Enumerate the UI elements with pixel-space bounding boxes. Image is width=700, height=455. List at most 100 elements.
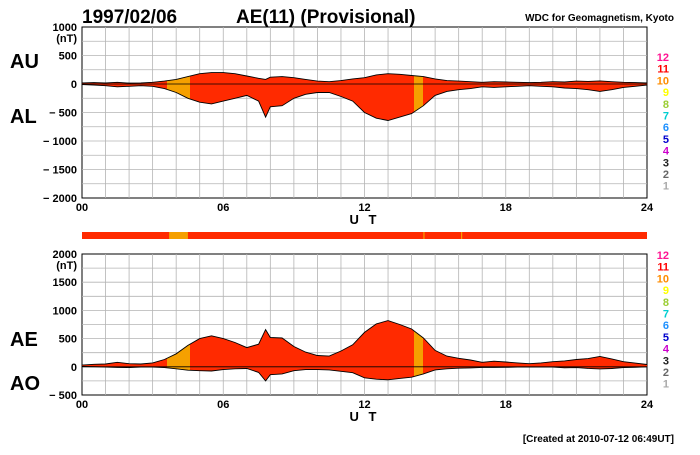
- area-strip: [245, 75, 247, 96]
- area-strip: [221, 338, 223, 370]
- area-strip: [421, 76, 423, 107]
- area-strip: [205, 73, 207, 104]
- area-strip: [201, 73, 203, 103]
- area-strip: [490, 81, 492, 88]
- area-strip: [369, 328, 371, 379]
- area-strip: [260, 78, 262, 106]
- area-strip: [195, 74, 197, 101]
- area-strip: [347, 347, 349, 373]
- area-strip: [624, 82, 626, 88]
- area-strip: [477, 82, 479, 88]
- area-strip: [440, 79, 442, 94]
- area-strip: [559, 81, 561, 88]
- area-strip: [175, 354, 177, 369]
- area-strip: [156, 361, 158, 368]
- area-strip: [172, 355, 174, 369]
- area-strip: [526, 363, 528, 367]
- area-strip: [111, 82, 113, 87]
- area-strip: [619, 360, 621, 368]
- area-strip: [201, 338, 203, 371]
- x-tick-label: 00: [76, 399, 88, 411]
- area-strip: [439, 79, 441, 94]
- area-strip: [407, 327, 409, 378]
- area-strip: [582, 81, 584, 90]
- area-strip: [134, 363, 136, 368]
- area-strip: [505, 361, 507, 368]
- area-strip: [254, 77, 256, 100]
- area-strip: [199, 73, 201, 103]
- area-strip: [107, 363, 109, 368]
- area-strip: [379, 323, 381, 380]
- y-tick-label: − 500: [49, 108, 77, 120]
- area-strip: [595, 357, 597, 369]
- area-strip: [205, 337, 207, 371]
- area-strip: [259, 342, 261, 374]
- area-strip: [265, 329, 267, 381]
- area-strip: [293, 77, 295, 99]
- area-strip: [124, 82, 126, 87]
- area-strip: [403, 325, 405, 379]
- area-strip: [237, 74, 239, 98]
- area-strip: [451, 80, 453, 91]
- area-strip: [109, 363, 111, 368]
- area-strip: [206, 336, 208, 371]
- area-strip: [118, 82, 120, 87]
- area-strip: [154, 362, 156, 368]
- y-tick-label: − 2000: [43, 193, 77, 205]
- area-strip: [368, 329, 370, 379]
- area-strip: [123, 363, 125, 368]
- area-strip: [146, 363, 148, 368]
- area-strip: [418, 76, 420, 109]
- area-strip: [431, 346, 433, 372]
- area-strip: [626, 362, 628, 368]
- area-strip: [132, 363, 134, 368]
- station-legend-item: 3: [663, 355, 669, 367]
- area-strip: [169, 357, 171, 369]
- area-strip: [374, 75, 376, 118]
- area-strip: [303, 351, 305, 370]
- area-strip: [141, 363, 143, 368]
- station-legend-item: 7: [663, 309, 669, 321]
- area-strip: [312, 80, 314, 94]
- area-strip: [235, 73, 237, 99]
- area-strip: [326, 81, 328, 93]
- area-strip: [117, 82, 119, 87]
- station-legend-item: 9: [663, 87, 669, 99]
- area-strip: [564, 360, 566, 368]
- area-strip: [318, 81, 320, 93]
- area-strip: [129, 363, 131, 368]
- area-strip: [310, 80, 312, 94]
- area-strip: [629, 362, 631, 368]
- area-strip: [632, 362, 634, 368]
- area-strip: [193, 342, 195, 371]
- area-strip: [161, 360, 163, 368]
- area-strip: [285, 76, 287, 104]
- area-strip: [305, 79, 307, 95]
- area-strip: [157, 81, 159, 88]
- area-strip: [165, 358, 167, 368]
- area-strip: [473, 360, 475, 368]
- area-strip: [439, 352, 441, 370]
- area-strip: [269, 77, 271, 109]
- area-strip: [618, 82, 620, 89]
- area-strip: [100, 364, 102, 367]
- area-strip: [328, 81, 330, 93]
- area-strip: [365, 77, 367, 113]
- area-strip: [292, 77, 294, 100]
- area-strip: [195, 341, 197, 371]
- area-strip: [384, 321, 386, 380]
- area-strip: [226, 339, 228, 370]
- area-strip: [404, 326, 406, 378]
- area-strip: [424, 339, 426, 374]
- area-strip: [153, 362, 155, 368]
- area-strip: [488, 361, 490, 368]
- area-strip: [413, 330, 415, 377]
- station-legend-item: 4: [663, 344, 670, 356]
- left-label-upper: AE: [10, 329, 38, 351]
- area-strip: [582, 359, 584, 369]
- area-strip: [531, 363, 533, 367]
- area-strip: [249, 346, 251, 370]
- area-strip: [140, 363, 142, 368]
- area-strip: [620, 82, 622, 88]
- area-strip: [459, 81, 461, 90]
